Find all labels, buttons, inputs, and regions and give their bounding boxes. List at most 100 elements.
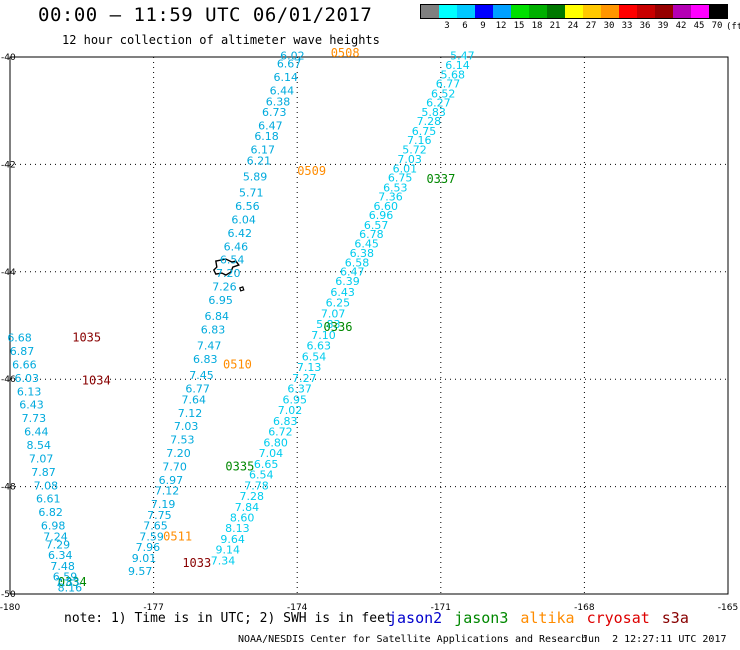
swh-value: 6.67 — [277, 58, 302, 71]
swh-value: 5.71 — [239, 187, 264, 200]
pass-time-label: 0509 — [297, 164, 326, 178]
swh-value: 7.19 — [151, 498, 176, 511]
swh-value: 7.78 — [244, 479, 269, 492]
swh-value: 6.25 — [326, 297, 351, 310]
swh-value: 6.37 — [287, 383, 312, 396]
color-scale-label: 27 — [585, 21, 597, 31]
credit-line: NOAA/NESDIS Center for Satellite Applica… — [238, 634, 588, 645]
swh-value: 6.14 — [273, 71, 298, 84]
pass-time-label: 0335 — [225, 459, 254, 473]
swh-value: 7.64 — [182, 393, 207, 406]
generated-time: Jun 2 12:27:11 UTC 2017 — [582, 634, 727, 645]
color-swatch — [529, 5, 547, 18]
swh-value: 7.83 — [55, 576, 80, 589]
swh-value: 6.66 — [12, 358, 37, 371]
swh-value: 6.47 — [258, 119, 283, 132]
swh-value: 6.63 — [306, 340, 331, 353]
swh-value: 7.45 — [189, 369, 214, 382]
swh-value: 6.96 — [369, 209, 394, 222]
swh-value: 7.26 — [212, 281, 237, 294]
swh-value: 6.77 — [185, 383, 210, 396]
swh-value: 6.84 — [205, 310, 230, 323]
swh-value: 7.84 — [235, 501, 260, 514]
swh-value: 7.96 — [136, 541, 161, 554]
swh-value: 6.52 — [431, 87, 456, 100]
swh-value: 7.12 — [178, 407, 203, 420]
y-tick-label: -48 — [1, 483, 16, 493]
swh-value: 7.13 — [297, 361, 322, 374]
mission-legend-cryosat: cryosat — [586, 609, 650, 627]
color-scale-boxes — [420, 4, 728, 19]
swh-value: 6.87 — [10, 345, 35, 358]
y-tick-label: -44 — [1, 268, 16, 278]
x-tick-label: -165 — [718, 603, 738, 613]
color-scale-label: 15 — [513, 21, 525, 31]
y-tick-label: -42 — [1, 160, 16, 170]
color-swatch — [655, 5, 673, 18]
swh-value: 6.02 — [280, 50, 305, 63]
swh-value: 6.58 — [345, 256, 370, 269]
swh-value: 9.57 — [128, 565, 153, 578]
swh-value: 6.38 — [266, 95, 291, 108]
swh-value: 7.27 — [292, 372, 317, 385]
swh-value: 6.83 — [193, 353, 218, 366]
swh-value: 6.34 — [48, 549, 73, 562]
color-scale-labels: 3 6 9 12 15 18 21 24 27 30 33 36 39 42 45 70 — [420, 19, 728, 33]
color-scale-label: 12 — [495, 21, 507, 31]
mission-legend-jason3: jason3 — [454, 609, 509, 627]
swh-value: 6.39 — [335, 275, 360, 288]
swh-value: 6.53 — [383, 181, 408, 194]
mission-legend-jason2: jason2 — [388, 609, 443, 627]
y-tick-label: -40 — [1, 53, 16, 63]
color-swatch — [673, 5, 691, 18]
footer-note: note: 1) Time is in UTC; 2) SWH is in fe… — [64, 611, 393, 626]
swh-value: 5.83 — [316, 318, 341, 331]
mission-legend: jason2 jason3 altika cryosat s3a — [388, 609, 701, 627]
color-scale-label: 6 — [462, 21, 468, 31]
swh-value: 7.47 — [197, 340, 222, 353]
pass-time-label: 0510 — [223, 357, 252, 371]
color-swatch — [709, 5, 727, 18]
x-tick-label: -171 — [431, 603, 451, 613]
swh-value: 7.07 — [321, 307, 346, 320]
swh-value: 7.07 — [29, 452, 54, 465]
swh-value: 9.01 — [132, 552, 157, 565]
swh-value: 7.75 — [147, 509, 172, 522]
swh-value: 9.64 — [220, 533, 245, 546]
page-subtitle: 12 hour collection of altimeter wave hei… — [62, 33, 380, 47]
swh-value: 7.16 — [407, 134, 432, 147]
swh-value: 7.20 — [216, 267, 241, 280]
swh-value: 6.21 — [247, 154, 272, 167]
swh-value: 6.83 — [201, 324, 226, 337]
swh-value: 6.75 — [388, 172, 413, 185]
swh-value: 7.36 — [378, 190, 403, 203]
color-swatch — [619, 5, 637, 18]
color-scale-unit: (ft) — [726, 22, 740, 32]
swh-value: 7.20 — [166, 447, 191, 460]
swh-value: 7.70 — [162, 460, 187, 473]
swh-value: 6.56 — [235, 200, 260, 213]
swh-value: 6.82 — [38, 506, 63, 519]
swh-value: 7.53 — [170, 434, 195, 447]
swh-value: 6.03 — [15, 372, 40, 385]
swh-value: 7.48 — [50, 560, 75, 573]
color-scale-label: 21 — [549, 21, 561, 31]
pass-time-label: 1035 — [72, 331, 101, 345]
swh-value: 5.47 — [450, 50, 475, 63]
mission-legend-altika: altika — [520, 609, 575, 627]
pass-time-label: 0337 — [426, 172, 455, 186]
x-tick-label: -177 — [143, 603, 163, 613]
swh-value: 6.43 — [330, 286, 355, 299]
swh-value: 6.97 — [159, 474, 184, 487]
y-tick-label: -50 — [1, 590, 16, 600]
swh-value: 7.29 — [46, 538, 71, 551]
plot-frame — [9, 56, 729, 595]
swh-value: 6.78 — [359, 228, 384, 241]
swh-value: 6.80 — [263, 436, 288, 449]
color-scale-label: 9 — [480, 21, 486, 31]
color-swatch — [691, 5, 709, 18]
swh-value: 7.12 — [155, 485, 180, 498]
swh-value: 7.03 — [397, 153, 422, 166]
swh-value: 6.44 — [24, 426, 49, 439]
